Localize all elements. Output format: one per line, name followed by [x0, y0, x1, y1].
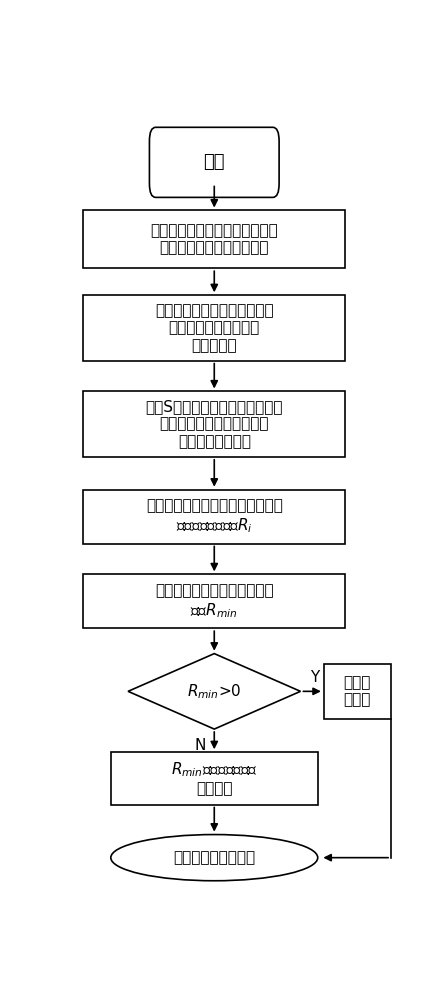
Bar [111, 752, 318, 805]
Text: Y: Y [310, 670, 319, 685]
Text: 选出故障部分并切除: 选出故障部分并切除 [173, 850, 255, 865]
Text: 对各线路电流行波信号进行凯
伦贝尔变换获得电流行
波零模分量: 对各线路电流行波信号进行凯 伦贝尔变换获得电流行 波零模分量 [155, 303, 274, 353]
Bar [83, 490, 345, 544]
Text: N: N [195, 738, 206, 753]
Bar [324, 664, 391, 719]
Text: 对各线路时频矩阵进行相关度分析
得到相关系数之和$R_i$: 对各线路时频矩阵进行相关度分析 得到相关系数之和$R_i$ [146, 498, 283, 535]
Bar [83, 574, 345, 628]
Text: 母线接
地故障: 母线接 地故障 [344, 675, 371, 708]
Bar [83, 295, 345, 361]
Bar [83, 391, 345, 457]
FancyBboxPatch shape [150, 127, 279, 197]
Ellipse shape [111, 835, 318, 881]
Text: 利用S变换对各线路的电流行波零
模分量进行时频域分析，得
到相应的时频矩阵: 利用S变换对各线路的电流行波零 模分量进行时频域分析，得 到相应的时频矩阵 [146, 399, 283, 449]
Bar [83, 210, 345, 268]
Text: 开始: 开始 [203, 153, 225, 171]
Polygon shape [128, 654, 300, 729]
Text: 比较出各线路的最小相关系数
之和$R_{min}$: 比较出各线路的最小相关系数 之和$R_{min}$ [155, 583, 274, 619]
Text: $R_{min}$>0: $R_{min}$>0 [187, 682, 242, 701]
Text: 检测每条线路出口故障信号，提
取其中各线路电流行波信号: 检测每条线路出口故障信号，提 取其中各线路电流行波信号 [150, 223, 278, 256]
Text: $R_{min}$对应的线路即为
故障线路: $R_{min}$对应的线路即为 故障线路 [171, 760, 258, 796]
